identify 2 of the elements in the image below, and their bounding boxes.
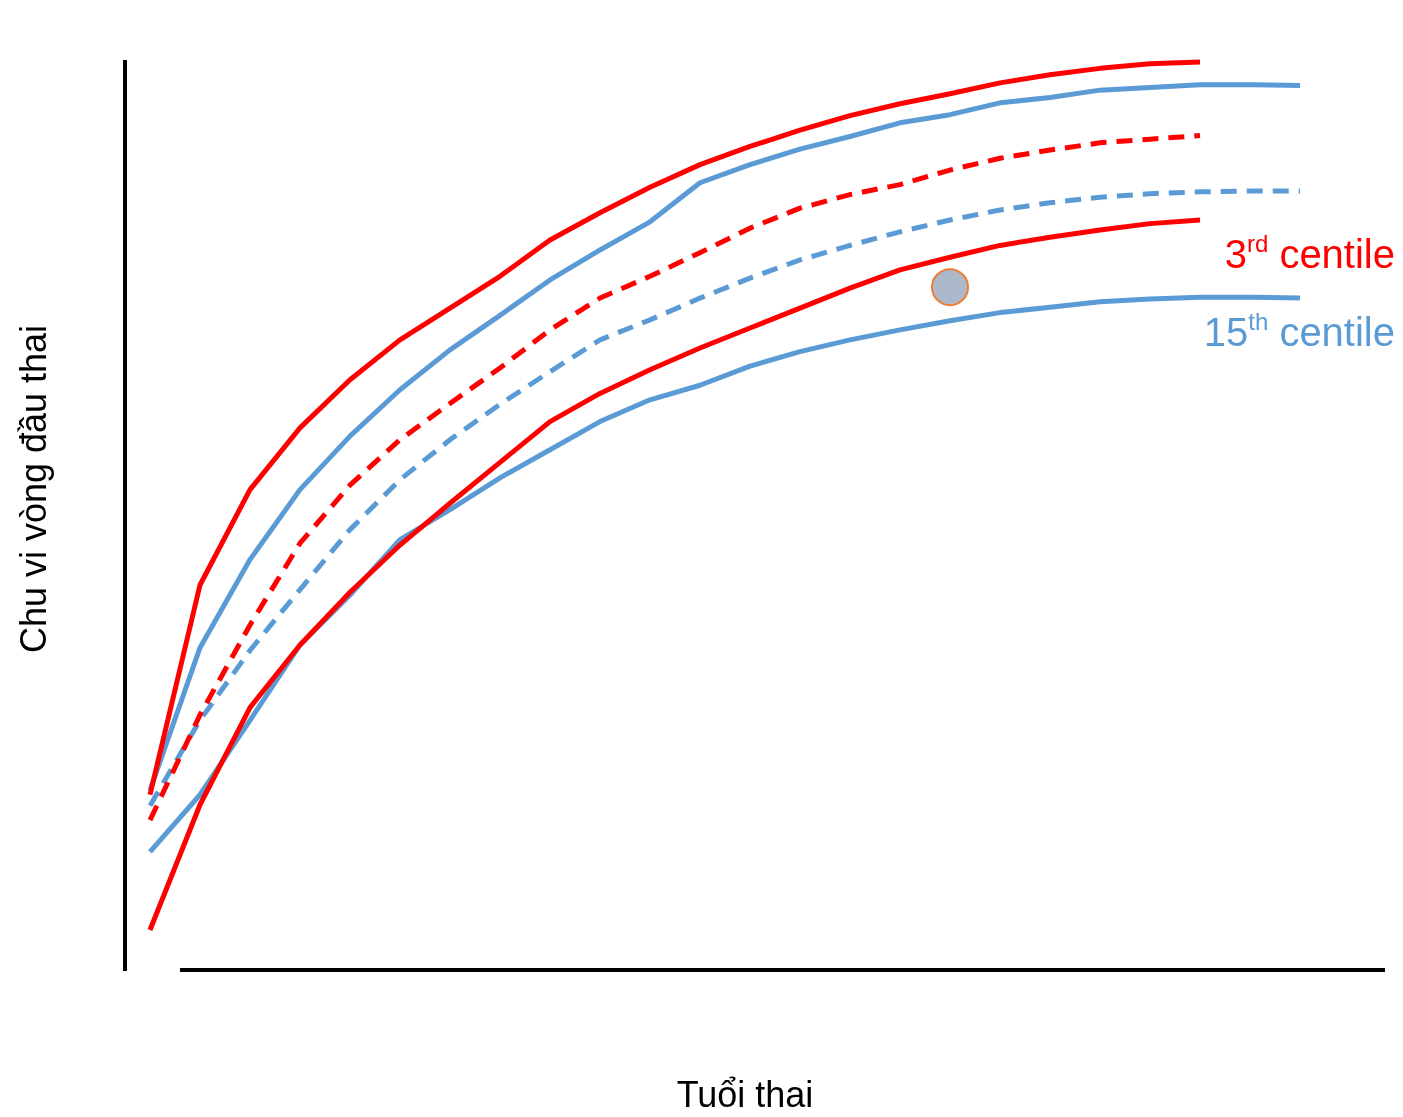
x-axis-title: Tuổi thai bbox=[676, 1074, 814, 1115]
y-axis-title: Chu vi vòng đầu thai bbox=[13, 324, 54, 654]
